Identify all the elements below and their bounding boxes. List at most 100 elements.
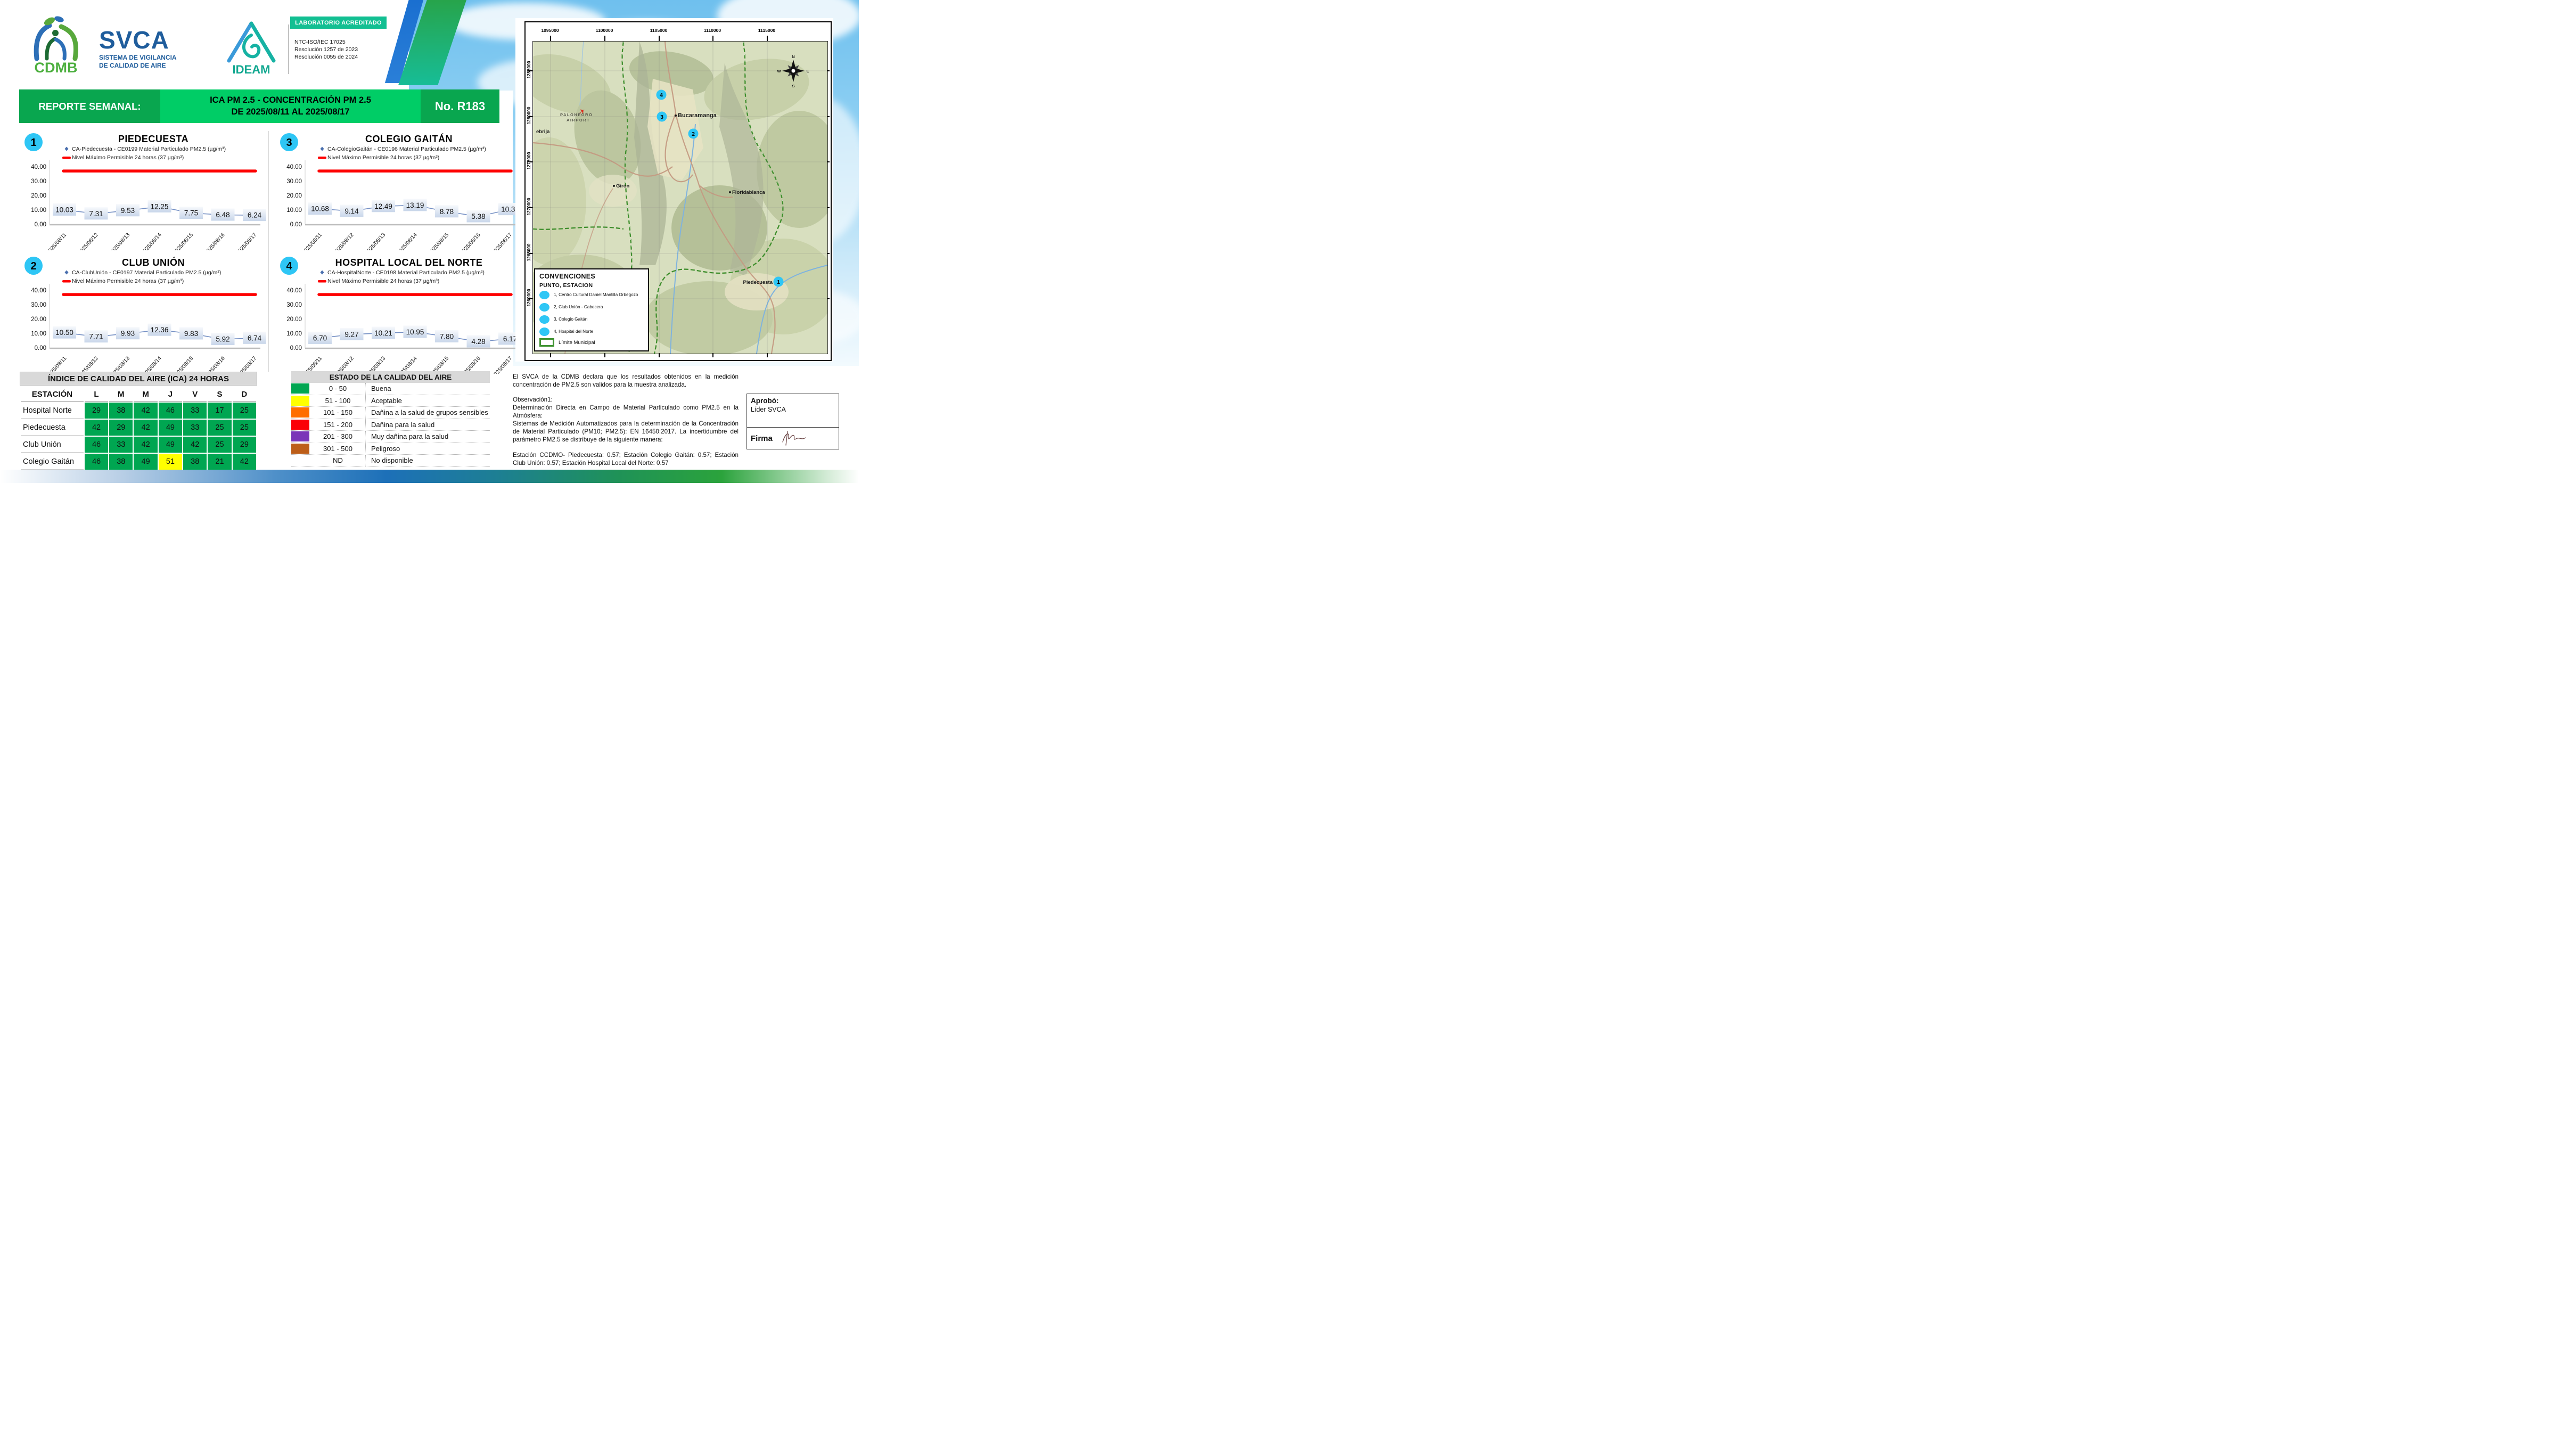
ica-value-cell: 42 [134,437,158,453]
map-axis-label: 1110000 [703,28,721,33]
legend-item-label: 1, Centro Cultural Daniel Mantilla Orbeg… [554,292,638,297]
svg-text:10.00: 10.00 [31,207,46,214]
estado-row: 0 - 50 Buena [291,383,490,395]
chart-club-union: 2 CLUB UNIÓN CA-ClubUnión - CE0197 Materia… [18,253,268,380]
chart-hospital-norte: 4 HOSPITAL LOCAL DEL NORTE CA-HospitalNort… [273,253,523,380]
municipal-limit-swatch [539,338,554,347]
svg-text:Floridablanca: Floridablanca [732,190,765,195]
svg-text:2025/08/16: 2025/08/16 [203,355,226,374]
svg-text:2025/08/13: 2025/08/13 [364,232,387,250]
titlebar-left: REPORTE SEMANAL: [19,89,160,123]
ica-value-cell: 42 [183,437,207,453]
map-axis-label [604,36,605,41]
table-row: Hospital Norte 29 38 42 46 33 17 25 [21,403,256,419]
observation-line1: Determinación Directa en Campo de Materi… [513,404,739,420]
table-row: Colegio Gaitán 46 38 49 51 38 21 42 [21,454,256,470]
data-label-box [340,204,364,217]
svg-text:Nivel Máximo Permisible 24 hor: Nivel Máximo Permisible 24 horas (37 µg/… [327,154,439,161]
estado-range: 301 - 500 [310,443,366,454]
svg-text:30.00: 30.00 [286,302,302,308]
ica-value-cell: 25 [208,420,232,436]
legend-item-label: 3, Colegio Gaitán [554,317,588,322]
map-axis-label: 1115000 [758,28,776,33]
map-axis-label [550,353,551,357]
map-axis-label [529,161,532,162]
limit-marker-icon [318,280,326,283]
chart-colegio-gaitan: 3 COLEGIO GAITÁN CA-ColegioGaitán - CE0196… [273,129,523,256]
ica-station-name: Colegio Gaitán [21,454,84,470]
svg-text:0.00: 0.00 [290,345,302,351]
svg-text:2025/08/12: 2025/08/12 [332,232,355,250]
svg-text:4: 4 [286,260,292,272]
charts-divider [268,131,269,372]
declaration-text: El SVCA de la CDMB declara que los resul… [513,373,739,389]
cdmb-logo: CDMB [34,16,78,76]
svg-text:2025/08/17: 2025/08/17 [491,232,514,250]
estado-row: 101 - 150 Dañina a la salud de grupos sen… [291,407,490,419]
svg-text:2025/08/15: 2025/08/15 [428,232,450,250]
svg-text:2025/08/16: 2025/08/16 [459,232,482,250]
map-axis-label: 1100000 [595,28,613,33]
legend-item: 3, Colegio Gaitán [539,313,644,325]
table-row: Piedecuesta 42 29 42 49 33 25 25 [21,420,256,436]
uncertainty-text: Estación CCDMO- Piedecuesta: 0.57; Estac… [513,451,739,466]
chart-piedecuesta: 1 PIEDECUESTA CA-Piedecuesta - CE0199 Mate… [18,129,268,256]
ica-value-cell: 17 [208,403,232,419]
map-axis-label [827,70,830,71]
svg-text:AIRPORT: AIRPORT [567,118,590,122]
svg-text:COLEGIO GAITÁN: COLEGIO GAITÁN [365,133,453,144]
estado-row: 151 - 200 Dañina para la salud [291,419,490,431]
estado-label: No disponible [371,456,413,465]
svg-text:40.00: 40.00 [31,288,46,294]
chart-number-badge [280,133,298,151]
station-marker: 2 [688,128,699,139]
map-axis-label [529,70,532,71]
station-marker: 1 [773,276,784,287]
estado-label: Dañina a la salud de grupos sensibles [371,408,488,417]
svg-text:0.00: 0.00 [290,222,302,228]
estado-color-swatch [291,431,309,442]
svg-text:S: S [792,84,794,88]
station-marker: 3 [657,111,667,122]
svg-text:Bucaramanga: Bucaramanga [678,112,717,119]
svg-text:30.00: 30.00 [31,302,46,308]
svg-text:10.68: 10.68 [311,205,329,213]
data-label-box [53,326,76,339]
estado-color-swatch [291,455,309,465]
svg-text:40.00: 40.00 [31,164,46,170]
svg-text:CA-ClubUnión - CE0197 Material: CA-ClubUnión - CE0197 Material Particula… [72,269,221,276]
data-label-box [308,202,332,215]
estado-row: ND No disponible [291,455,490,467]
legend-item-label: 4, Hospital del Norte [554,329,594,334]
svg-text:7.31: 7.31 [89,210,103,218]
map-axis-label [827,298,830,299]
ica-value-cell: 49 [158,437,183,453]
svg-text:W: W [777,69,781,73]
signature-label: Firma [751,433,773,443]
svg-text:Girón: Girón [616,183,630,189]
data-label-box [53,203,76,216]
map-axis-label [604,353,605,357]
approval-label: Aprobó: [751,397,779,405]
estado-label: Dañina para la salud [371,420,435,429]
legend-item: 2, Club Unión - Cabecera [539,301,644,313]
chart-number-badge [24,133,43,151]
svg-text:2025/08/13: 2025/08/13 [109,355,132,374]
data-label-box [435,330,458,342]
data-label-box [84,330,108,343]
report-number: No. R183 [421,89,499,123]
map-axis-label [827,161,830,162]
svg-text:30.00: 30.00 [31,178,46,185]
svg-text:N: N [792,54,794,59]
map-axis-label [712,353,713,357]
ica-value-cell: 33 [183,403,207,419]
svg-text:10.21: 10.21 [374,329,392,337]
data-label-box [147,323,171,336]
ica-table-grid: ESTACIÓN L M M J V S D Hospital Norte 29 38 42 46 33 1… [20,386,257,471]
map-axis-label [827,116,830,117]
series-marker-icon [320,146,324,151]
svg-text:CA-HospitalNorte - CE0198 Mate: CA-HospitalNorte - CE0198 Material Parti… [327,269,485,276]
map-axis-label [529,253,532,254]
data-label-box [372,326,395,339]
